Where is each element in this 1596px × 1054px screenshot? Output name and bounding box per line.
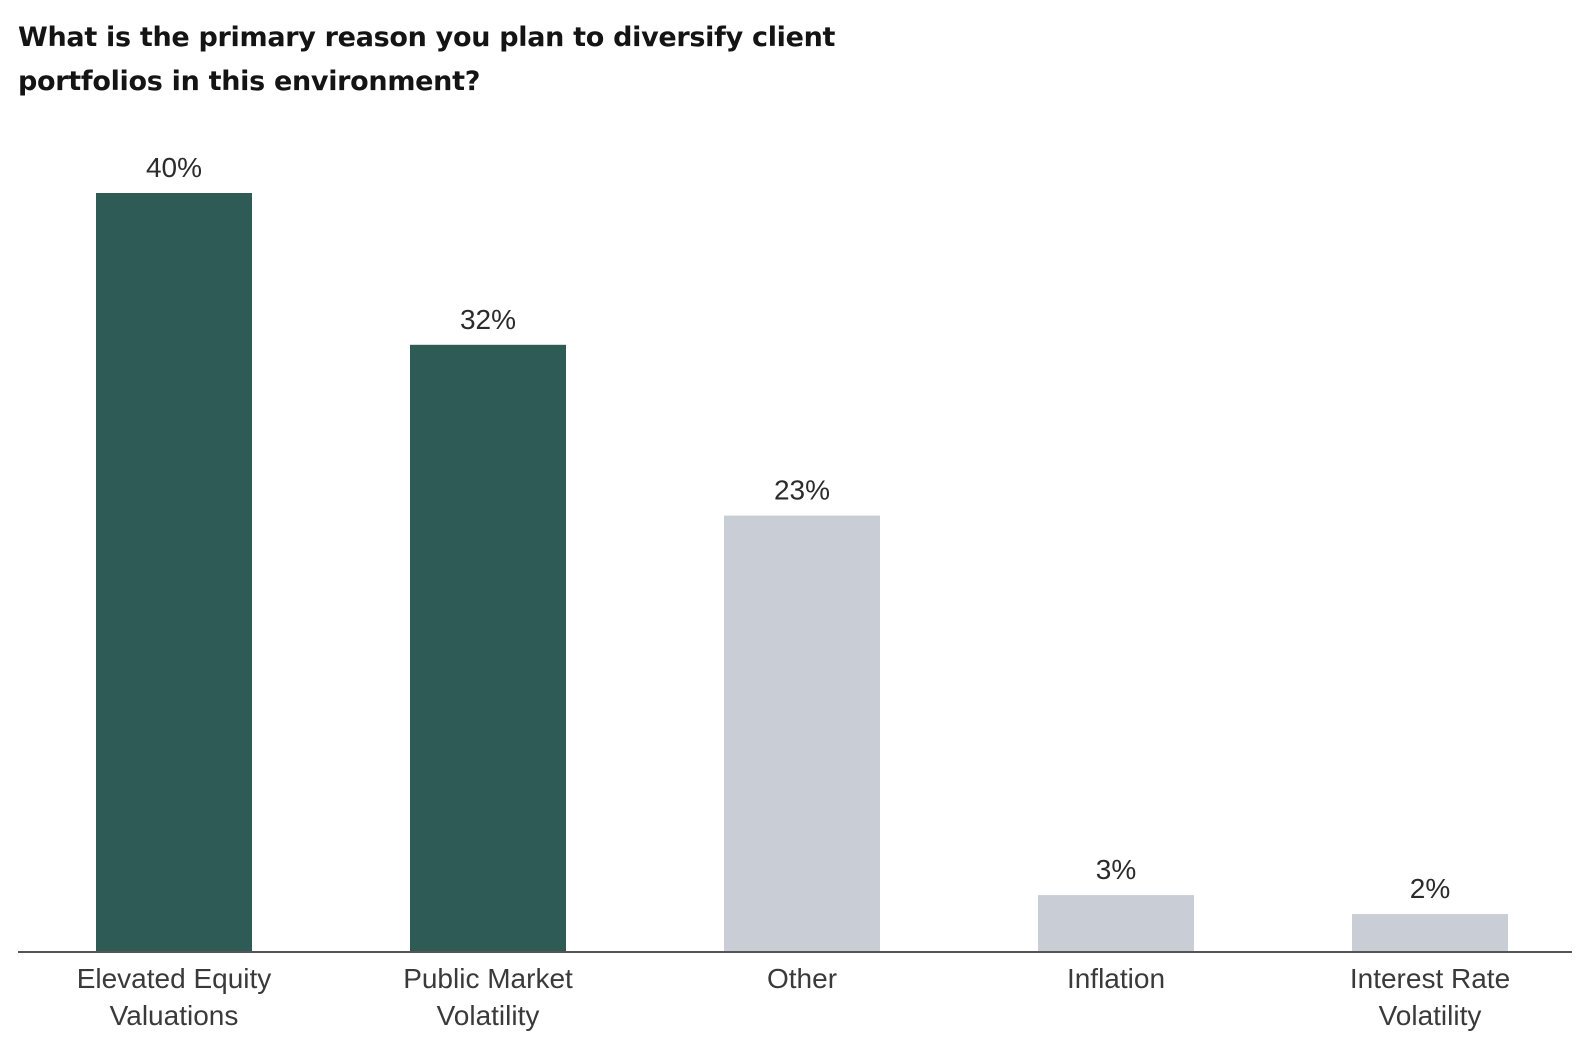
- value-label-4: 2%: [1410, 873, 1450, 904]
- value-label-1: 32%: [460, 304, 516, 335]
- bar-3: [1038, 895, 1194, 952]
- bar-0: [96, 193, 252, 952]
- value-labels-group: 40% 32% 23% 3% 2%: [146, 152, 1450, 904]
- category-label-line: Public Market: [403, 963, 573, 994]
- category-label-line: Elevated Equity: [77, 963, 272, 994]
- category-label-line: Volatility: [437, 1000, 540, 1031]
- category-label-3: Inflation: [1067, 963, 1165, 994]
- category-label-line: Volatility: [1379, 1000, 1482, 1031]
- category-label-line: Inflation: [1067, 963, 1165, 994]
- bar-4: [1352, 914, 1508, 952]
- bar-1: [410, 344, 566, 952]
- value-label-0: 40%: [146, 152, 202, 183]
- category-label-line: Interest Rate: [1350, 963, 1510, 994]
- category-label-0: Elevated Equity Valuations: [77, 963, 272, 1031]
- bar-2: [724, 515, 880, 952]
- category-label-1: Public Market Volatility: [403, 963, 573, 1031]
- bars-group: [96, 193, 1508, 952]
- category-labels-group: Elevated Equity Valuations Public Market Vo…: [77, 963, 1510, 1031]
- value-label-3: 3%: [1096, 854, 1136, 885]
- category-label-2: Other: [767, 963, 837, 994]
- category-label-line: Other: [767, 963, 837, 994]
- value-label-2: 23%: [774, 475, 830, 506]
- category-label-line: Valuations: [110, 1000, 239, 1031]
- category-label-4: Interest Rate Volatility: [1350, 963, 1510, 1031]
- chart-title: What is the primary reason you plan to d…: [18, 22, 836, 97]
